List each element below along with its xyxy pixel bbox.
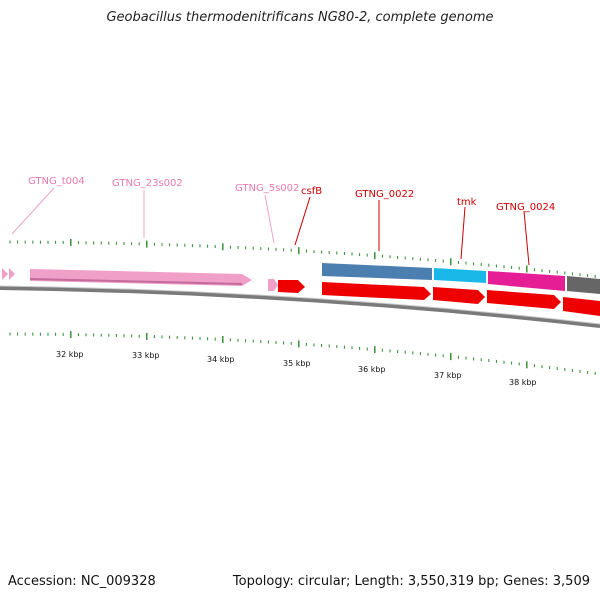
gene-arrow-GTNG_5s002[interactable]: [268, 279, 278, 291]
gene-arrow-red-1[interactable]: [322, 282, 431, 300]
gene-block-dark[interactable]: [567, 276, 600, 294]
gene-arrow-GTNG_t004[interactable]: [2, 268, 8, 280]
bottom-ticks: [9, 331, 596, 375]
label-GTNG_t004: GTNG_t004: [28, 176, 85, 187]
label-GTNG_0024: GTNG_0024: [496, 202, 555, 213]
gene-block-tmk[interactable]: [434, 268, 486, 283]
accession-text: Accession: NC_009328: [8, 574, 156, 589]
gene-arrow-GTNG_23s002[interactable]: [30, 269, 252, 286]
gene-block-GTNG_0022[interactable]: [322, 263, 432, 280]
gene-arrow-red-4[interactable]: [563, 297, 600, 316]
leader-tmk: [460, 206, 466, 260]
backbone-outer: [0, 286, 600, 328]
gene-block-GTNG_0024[interactable]: [488, 271, 565, 291]
top-ticks: [9, 239, 596, 278]
gene-arrow-small-pink[interactable]: [9, 268, 15, 280]
scale-label-32: 32 kbp: [56, 350, 84, 359]
scale-label-35: 35 kbp: [283, 359, 311, 368]
scale-label-34: 34 kbp: [207, 355, 235, 364]
label-GTNG_5s002: GTNG_5s002: [235, 183, 299, 194]
genome-title: Geobacillus thermodenitrificans NG80-2, …: [106, 10, 494, 25]
leader-GTNG_5s002: [264, 194, 275, 244]
scale-label-33: 33 kbp: [132, 351, 160, 360]
label-tmk: tmk: [457, 197, 477, 208]
leader-GTNG_t004: [11, 187, 55, 235]
label-csfB: csfB: [301, 186, 322, 197]
label-GTNG_0022: GTNG_0022: [355, 189, 414, 200]
scale-label-38: 38 kbp: [509, 378, 537, 387]
leader-GTNG_0024: [523, 210, 530, 266]
gene-arrow-red-2[interactable]: [433, 287, 485, 304]
leader-csfB: [294, 196, 311, 246]
gene-arrow-GTNG_23s002-shadow: [29, 278, 243, 285]
label-GTNG_23s002: GTNG_23s002: [112, 178, 183, 189]
scale-label-37: 37 kbp: [434, 371, 462, 380]
genome-summary-text: Topology: circular; Length: 3,550,319 bp…: [232, 574, 590, 589]
backbone-inner: [0, 285, 600, 325]
gene-arrow-csfB[interactable]: [278, 280, 305, 293]
gene-arrow-red-3[interactable]: [487, 290, 561, 309]
scale-label-36: 36 kbp: [358, 365, 386, 374]
